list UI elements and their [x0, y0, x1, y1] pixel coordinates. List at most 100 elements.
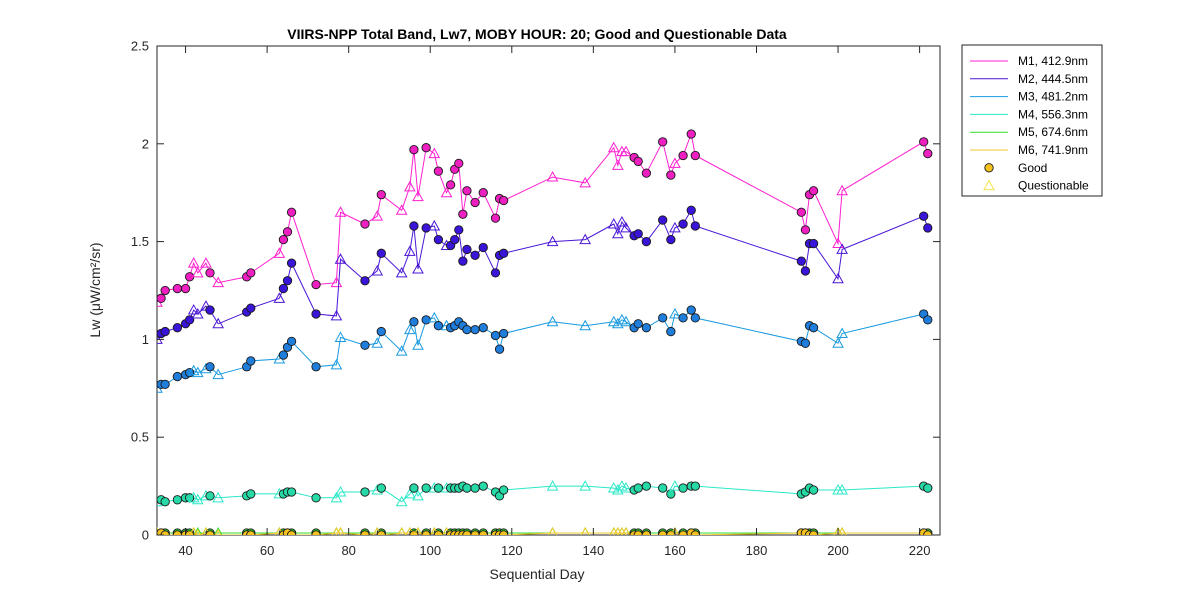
good-point: [180, 283, 191, 294]
questionable-point: [428, 147, 441, 159]
questionable-point: [832, 237, 844, 249]
good-point: [458, 256, 468, 266]
questionable-point: [669, 480, 681, 491]
legend-label: M5, 674.6nm: [1018, 125, 1088, 139]
questionable-point: [620, 145, 632, 157]
y-tick-label: 1: [142, 332, 149, 347]
good-point: [666, 326, 676, 337]
questionable-point: [579, 319, 592, 331]
questionable-point: [212, 491, 225, 503]
good-point: [172, 283, 183, 294]
good-point: [246, 356, 256, 366]
questionable-point: [546, 315, 559, 327]
questionable-point: [191, 266, 204, 278]
good-point: [658, 313, 668, 323]
good-point: [462, 186, 472, 196]
good-point: [796, 256, 806, 266]
good-point: [666, 234, 676, 245]
good-point: [311, 279, 321, 290]
good-point: [409, 317, 419, 327]
good-point: [360, 487, 370, 497]
good-point: [278, 350, 289, 360]
questionable-point: [836, 483, 848, 495]
good-point: [311, 530, 321, 535]
questionable-point: [371, 264, 384, 276]
good-point: [433, 234, 444, 245]
good-point: [205, 530, 215, 535]
questionable-point: [200, 257, 212, 268]
questionable-point: [412, 190, 424, 202]
questionable-point: [832, 272, 844, 284]
questionable-point: [214, 528, 222, 535]
good-point: [282, 276, 293, 286]
questionable-point: [546, 480, 559, 491]
chart-title: VIIRS-NPP Total Band, Lw7, MOBY HOUR: 20…: [287, 26, 787, 42]
questionable-point: [413, 527, 423, 535]
questionable-point: [334, 206, 347, 217]
x-tick-label: 60: [260, 543, 274, 558]
good-point: [376, 483, 386, 493]
good-point: [641, 323, 652, 333]
good-point: [433, 321, 444, 331]
good-point: [172, 323, 183, 333]
good-point: [246, 268, 256, 278]
good-point: [686, 205, 696, 215]
good-point: [286, 258, 297, 268]
good-point: [246, 303, 256, 313]
good-point: [421, 143, 431, 153]
good-point: [478, 481, 488, 491]
questionable-point: [334, 253, 347, 264]
good-point: [409, 221, 419, 231]
good-point: [376, 190, 386, 200]
good-point: [157, 293, 166, 303]
questionable-point: [412, 262, 424, 274]
questionable-point: [428, 311, 441, 323]
good-point: [433, 483, 444, 493]
legend-label: M2, 444.5nm: [1018, 72, 1088, 86]
good-point: [160, 326, 170, 337]
good-point: [498, 248, 509, 258]
legend-label: M4, 556.3nm: [1018, 107, 1088, 121]
good-point: [678, 219, 688, 229]
questionable-point: [403, 245, 416, 256]
questionable-point: [548, 527, 558, 535]
good-point: [658, 137, 668, 147]
questionable-point: [412, 339, 424, 350]
good-point: [919, 137, 929, 147]
questionable-point: [212, 317, 225, 329]
x-tick-label: 200: [827, 543, 849, 558]
x-tick-label: 100: [419, 543, 441, 558]
good-point: [360, 530, 370, 535]
good-point: [376, 248, 386, 258]
questionable-point: [617, 527, 627, 535]
good-point: [421, 223, 431, 233]
questionable-point: [403, 487, 416, 499]
good-point: [470, 197, 480, 208]
questionable-point: [191, 366, 204, 378]
questionable-point: [212, 368, 225, 380]
good-point: [923, 148, 933, 159]
good-point: [800, 338, 811, 348]
good-point: [686, 129, 696, 139]
legend-questionable-marker: [983, 179, 995, 191]
questionable-point: [395, 204, 408, 215]
good-point: [490, 268, 501, 278]
legend-label: M1, 412.9nm: [1018, 54, 1088, 68]
good-point: [376, 326, 386, 337]
good-point: [800, 266, 811, 276]
good-point: [286, 336, 297, 347]
good-point: [311, 309, 321, 319]
good-point: [478, 323, 488, 333]
questionable-point: [607, 141, 620, 153]
good-point: [278, 234, 289, 245]
good-point: [421, 315, 431, 325]
legend-good-marker: [984, 163, 994, 173]
questionable-point: [273, 247, 286, 258]
good-point: [286, 530, 297, 535]
good-point: [498, 328, 509, 339]
good-point: [498, 530, 509, 535]
good-point: [462, 244, 472, 255]
questionable-point: [334, 331, 347, 342]
questionable-point: [607, 217, 620, 229]
questionable-point: [213, 527, 223, 535]
